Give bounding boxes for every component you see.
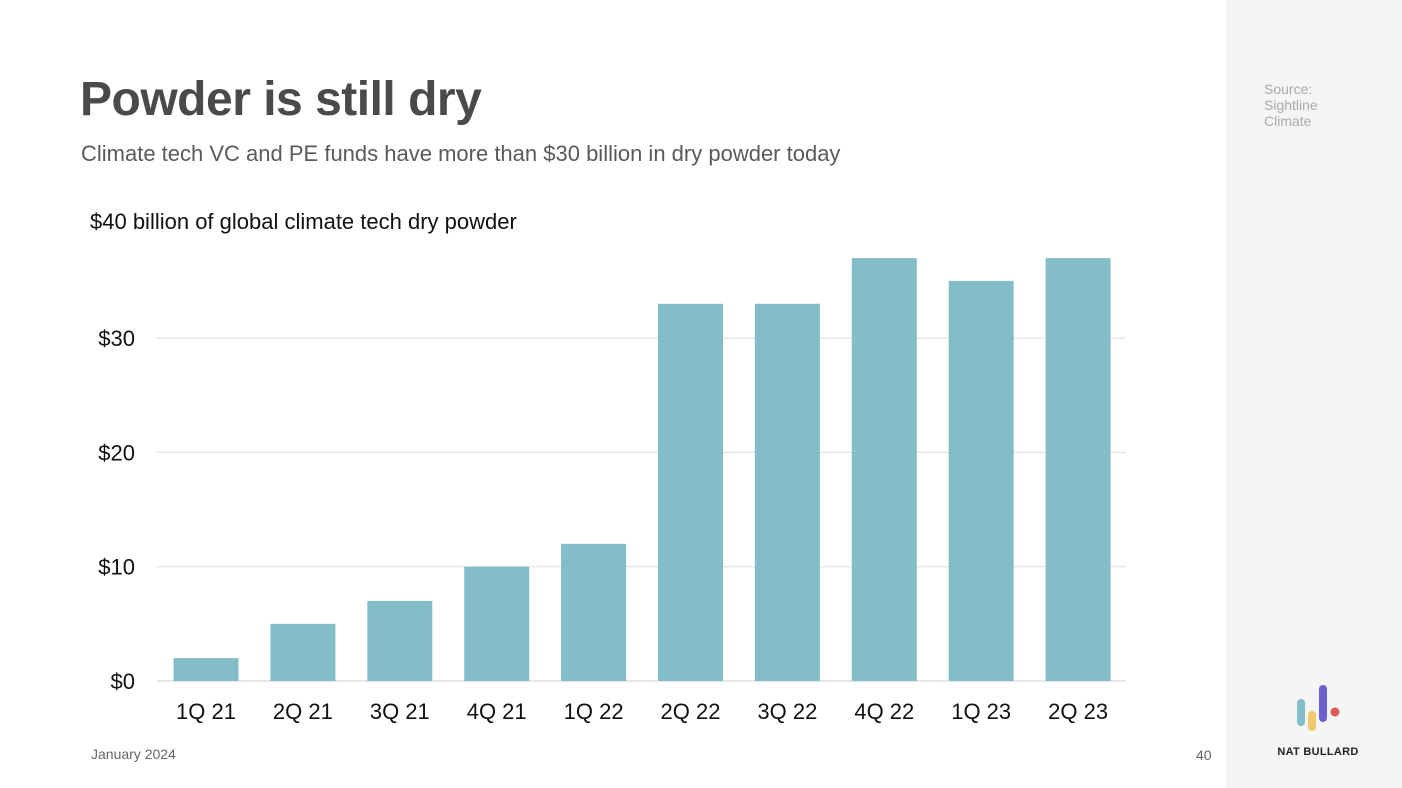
nat-bullard-logo-icon — [1297, 685, 1340, 731]
source-line: Source: — [1264, 81, 1313, 97]
bar — [754, 303, 820, 681]
x-tick-label: 1Q 21 — [176, 699, 236, 724]
x-tick-label: 4Q 21 — [467, 699, 527, 724]
sidebar — [1226, 0, 1402, 788]
bar — [851, 258, 917, 681]
slide-subtitle: Climate tech VC and PE funds have more t… — [81, 141, 841, 166]
x-tick-label: 3Q 21 — [370, 699, 430, 724]
bar — [1045, 258, 1111, 681]
source-line: Climate — [1264, 113, 1312, 129]
chart-title: $40 billion of global climate tech dry p… — [90, 209, 517, 234]
source-line: Sightline — [1264, 97, 1318, 113]
bar — [270, 623, 336, 681]
page-number: 40 — [1196, 747, 1212, 763]
y-tick-label: $10 — [98, 555, 135, 580]
slide-main: Powder is still dry Climate tech VC and … — [80, 73, 1212, 763]
y-axis-labels: $0 $10 $20 $30 — [98, 326, 135, 694]
x-tick-label: 2Q 22 — [661, 699, 721, 724]
slide-title: Powder is still dry — [80, 73, 482, 126]
bar — [367, 601, 433, 681]
x-tick-label: 2Q 23 — [1048, 699, 1108, 724]
footer-date: January 2024 — [91, 746, 176, 762]
bar — [173, 658, 239, 681]
brand-name: NAT BULLARD — [1277, 746, 1359, 758]
x-tick-label: 2Q 21 — [273, 699, 333, 724]
bar-chart: $0 $10 $20 $30 1Q 21 2Q 21 3Q 21 4Q 21 1Q 22 2Q … — [98, 258, 1126, 724]
x-tick-label: 1Q 22 — [564, 699, 624, 724]
bar — [658, 303, 723, 681]
x-tick-label: 4Q 22 — [854, 699, 914, 724]
source-note: Source: Sightline Climate — [1264, 81, 1364, 129]
x-axis-labels: 1Q 21 2Q 21 3Q 21 4Q 21 1Q 22 2Q 22 3Q 22 4Q 22… — [176, 699, 1108, 724]
y-tick-label: $0 — [111, 669, 135, 694]
x-tick-label: 1Q 23 — [951, 699, 1011, 724]
bar — [464, 566, 530, 681]
y-tick-label: $20 — [98, 440, 135, 465]
bars — [173, 258, 1111, 681]
y-tick-label: $30 — [98, 326, 135, 351]
bar — [561, 543, 627, 681]
bar — [948, 280, 1014, 681]
x-tick-label: 3Q 22 — [757, 699, 817, 724]
